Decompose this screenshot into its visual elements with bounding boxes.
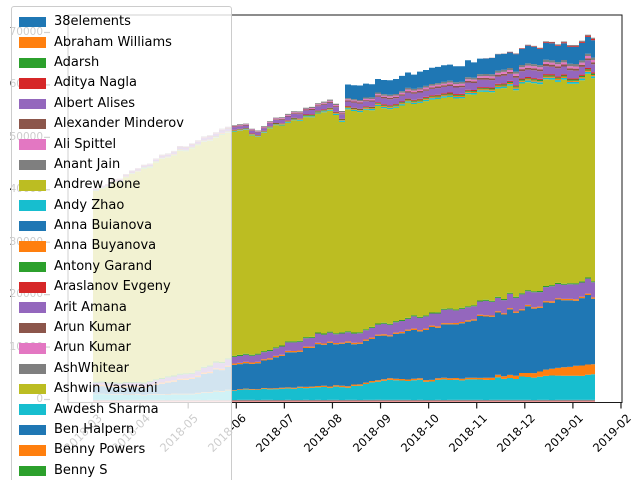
legend-label: Andy Zhao [54, 197, 125, 213]
legend-swatch-icon [19, 16, 46, 28]
legend-row: Awdesh Sharma [19, 399, 225, 419]
legend-swatch-icon [19, 465, 46, 477]
legend-label: AshWhitear [54, 360, 130, 376]
legend-label: Arun Kumar [54, 320, 131, 336]
legend-label: Anant Jain [54, 156, 121, 172]
legend-label: Arun Kumar [54, 340, 131, 356]
legend-swatch-icon [19, 220, 46, 232]
area-band-lower-orange-band [93, 364, 595, 396]
legend-box: 38elements Abraham Williams Adarsh Aditya N… [11, 6, 232, 480]
legend-row: Aditya Nagla [19, 73, 225, 93]
legend-row: Arun Kumar [19, 318, 225, 338]
legend-label: Ben Halpern [54, 422, 135, 437]
legend-row: Ali Spittel [19, 134, 225, 154]
legend-row: Alexander Minderov [19, 114, 225, 134]
legend-row: Anna Buianova [19, 216, 225, 236]
legend-swatch-icon [19, 139, 46, 150]
legend-label: Arit Amana [54, 299, 127, 315]
legend-swatch-icon [19, 241, 46, 252]
legend-swatch-icon [19, 159, 46, 171]
legend-swatch-icon [19, 57, 46, 69]
legend-row: Adarsh [19, 53, 225, 73]
legend-row: Ben Halpern [19, 420, 225, 440]
legend-row: Andrew Bone [19, 175, 225, 195]
legend-swatch-icon [19, 180, 46, 191]
legend-label: Anna Buyanova [54, 238, 157, 254]
legend-row: Benny S [19, 461, 225, 480]
legend-row: Araslanov Evgeny [19, 277, 225, 297]
legend-swatch-icon [19, 78, 46, 89]
legend-swatch-icon [19, 98, 46, 109]
legend-label: Araslanov Evgeny [54, 279, 171, 295]
legend-swatch-icon [19, 282, 46, 293]
legend-label: Andrew Bone [54, 177, 141, 193]
area-band-stripe-purple [93, 60, 595, 190]
legend-row: Antony Garand [19, 257, 225, 277]
legend-swatch-icon [19, 322, 46, 334]
legend-row: Ashwin Vaswani [19, 379, 225, 399]
legend-swatch-icon [19, 363, 46, 375]
legend-row: Arun Kumar [19, 338, 225, 358]
legend-label: 38elements [54, 14, 131, 30]
legend-swatch-icon [19, 261, 46, 273]
legend-swatch-icon [19, 445, 46, 456]
legend-swatch-icon [19, 404, 46, 415]
legend-row: AshWhitear [19, 359, 225, 379]
legend-row: Abraham Williams [19, 32, 225, 52]
legend-swatch-icon [19, 343, 46, 354]
legend-label: Antony Garand [54, 258, 153, 274]
legend-swatch-icon [19, 118, 46, 130]
legend-label: Ali Spittel [54, 136, 117, 152]
legend-label: Ashwin Vaswani [54, 381, 158, 397]
legend-label: Abraham Williams [54, 34, 172, 50]
legend-row: 38elements [19, 12, 225, 32]
legend-label: Adarsh [54, 54, 100, 70]
legend-label: Albert Alises [54, 95, 135, 111]
legend-label: Aditya Nagla [54, 75, 137, 91]
legend-row: Anant Jain [19, 155, 225, 175]
legend-row: Benny Powers [19, 440, 225, 460]
legend-swatch-icon [19, 383, 46, 395]
legend-row: Arit Amana [19, 297, 225, 317]
area-band-top-blue-band [93, 36, 595, 189]
legend-label: Benny S [54, 462, 108, 478]
legend-swatch-icon [19, 200, 46, 211]
area-band-lower-purple-band [93, 278, 595, 387]
legend-row: Anna Buyanova [19, 236, 225, 256]
legend-swatch-icon [19, 424, 46, 436]
legend-row: Andy Zhao [19, 196, 225, 216]
legend-row: Albert Alises [19, 94, 225, 114]
legend-label: Anna Buianova [54, 218, 153, 234]
legend-label: Benny Powers [54, 442, 146, 458]
legend-label: Alexander Minderov [54, 116, 184, 132]
legend-swatch-icon [19, 302, 46, 313]
legend-swatch-icon [19, 37, 46, 48]
legend-label: Awdesh Sharma [54, 401, 159, 417]
